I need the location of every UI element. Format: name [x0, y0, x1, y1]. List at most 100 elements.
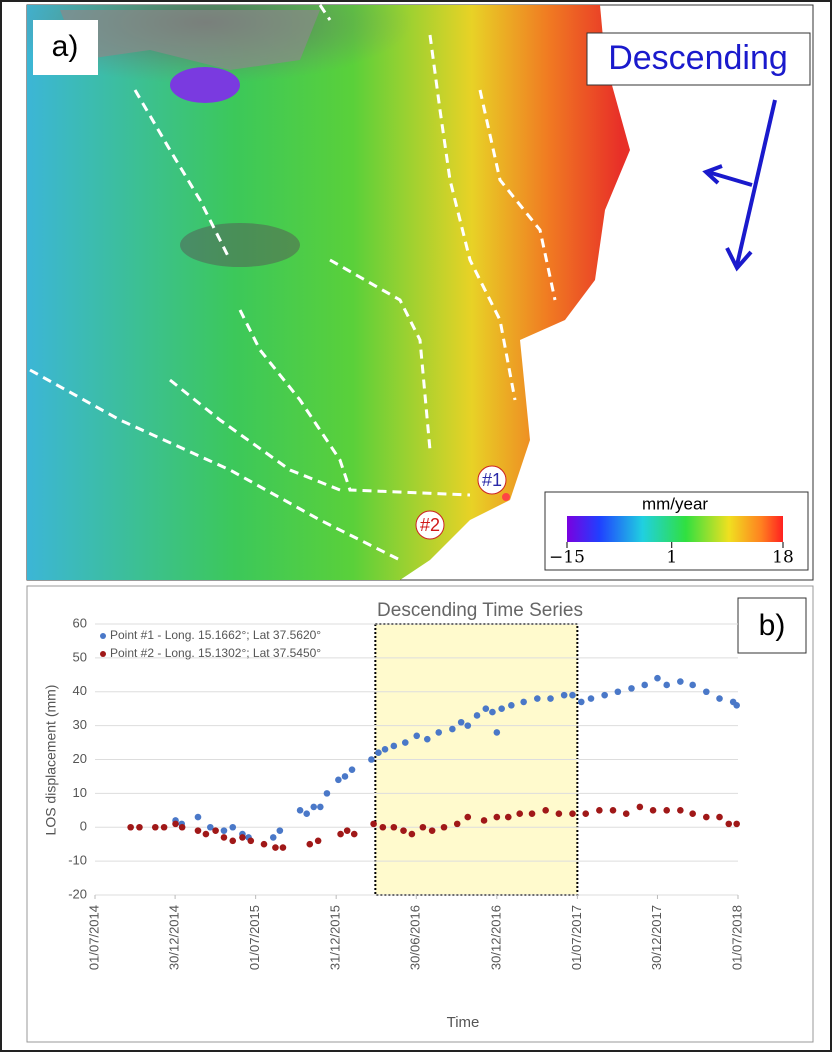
- point-label: #1: [482, 470, 502, 490]
- panel-label: a): [52, 30, 79, 63]
- data-point: [560, 691, 568, 699]
- data-point: [202, 830, 210, 838]
- x-tick-label: 30/12/2017: [649, 905, 664, 970]
- data-point: [419, 823, 427, 831]
- data-point: [547, 695, 554, 702]
- data-point: [348, 766, 356, 773]
- y-tick-label: 20: [73, 751, 87, 766]
- data-point: [276, 827, 284, 834]
- data-point: [160, 823, 168, 831]
- data-point: [279, 844, 287, 851]
- data-point: [212, 827, 219, 834]
- panel-label-box: [737, 597, 807, 654]
- data-point: [314, 837, 322, 845]
- data-point: [390, 823, 398, 831]
- data-point: [654, 674, 661, 682]
- data-point: [239, 834, 246, 841]
- chart-title: Descending Time Series: [377, 600, 583, 621]
- y-tick-label: 0: [80, 819, 87, 834]
- data-point: [614, 688, 622, 696]
- y-tick-label: 50: [73, 649, 87, 664]
- data-point: [716, 695, 723, 702]
- direction-arrows: [702, 99, 777, 272]
- data-point: [136, 823, 143, 831]
- data-point: [272, 844, 279, 851]
- data-point: [596, 807, 603, 814]
- data-point: [464, 722, 472, 729]
- x-tick-label: 30/06/2016: [408, 905, 423, 970]
- data-point: [400, 827, 407, 834]
- data-point: [569, 691, 576, 699]
- shaded-relief: [180, 223, 300, 267]
- x-tick-label: 31/12/2015: [328, 905, 343, 970]
- data-point: [408, 830, 416, 838]
- data-point: [733, 820, 740, 828]
- data-point: [381, 746, 389, 753]
- data-point: [151, 823, 159, 831]
- data-point: [464, 813, 472, 821]
- y-tick-label: 10: [73, 785, 87, 800]
- y-tick-label: -20: [68, 886, 87, 901]
- data-point: [229, 823, 237, 831]
- x-tick-label: 01/07/2017: [569, 905, 584, 970]
- data-point: [368, 756, 375, 763]
- data-point: [127, 823, 134, 831]
- colorbar-ticks: −15 1 18: [549, 542, 794, 568]
- data-point: [370, 820, 377, 828]
- data-point: [601, 691, 608, 699]
- data-point: [341, 773, 349, 780]
- data-point: [194, 813, 202, 821]
- colorbar: [567, 516, 783, 542]
- panel-label: b): [759, 609, 786, 642]
- data-point: [457, 718, 465, 726]
- data-point: [703, 813, 710, 821]
- data-point: [306, 840, 314, 848]
- data-point: [528, 810, 536, 817]
- colorbar-tick-label: −15: [549, 548, 585, 568]
- data-point: [423, 735, 431, 743]
- legend-label: Point #1 - Long. 15.1662°; Lat 37.5620°: [110, 628, 321, 642]
- data-point: [482, 705, 490, 712]
- x-tick-label: 01/07/2018: [729, 905, 744, 970]
- data-point: [628, 685, 635, 692]
- data-point: [229, 837, 237, 845]
- data-point: [534, 695, 541, 702]
- x-tick-label: 30/12/2016: [488, 905, 503, 970]
- legend-marker: [100, 633, 106, 639]
- shaded-relief: [60, 10, 320, 70]
- x-tick-label: 01/07/2014: [86, 905, 101, 970]
- data-point: [716, 813, 723, 821]
- data-point: [725, 820, 733, 828]
- y-axis-label: LOS displacement (mm): [43, 685, 59, 836]
- data-point: [310, 803, 318, 811]
- data-point: [337, 830, 344, 838]
- fault-lines: [29, 4, 557, 562]
- data-point: [178, 823, 186, 831]
- data-point: [194, 827, 202, 834]
- data-point: [587, 695, 595, 702]
- data-point: [569, 810, 576, 817]
- legend-label: Point #2 - Long. 15.1302°; Lat 37.5450°: [110, 646, 321, 660]
- point-label: #2: [420, 515, 440, 535]
- data-point: [220, 827, 228, 834]
- data-point: [703, 688, 710, 696]
- data-point: [622, 810, 630, 817]
- orbit-box: [586, 32, 811, 86]
- data-point: [520, 698, 527, 706]
- data-point: [636, 803, 644, 811]
- data-point: [449, 725, 456, 733]
- data-point: [689, 681, 696, 689]
- data-point: [207, 823, 214, 831]
- colorbar-title: mm/year: [642, 494, 708, 513]
- data-point: [582, 810, 590, 817]
- data-point: [172, 820, 179, 828]
- data-point: [343, 827, 351, 834]
- x-tick-label: 30/12/2014: [167, 905, 182, 970]
- data-point: [578, 698, 585, 706]
- data-point: [609, 807, 617, 814]
- colorbar-tick-label: 1: [666, 548, 677, 568]
- data-point: [260, 840, 268, 848]
- point-dot: [502, 493, 510, 501]
- panel-label-box: [33, 20, 98, 75]
